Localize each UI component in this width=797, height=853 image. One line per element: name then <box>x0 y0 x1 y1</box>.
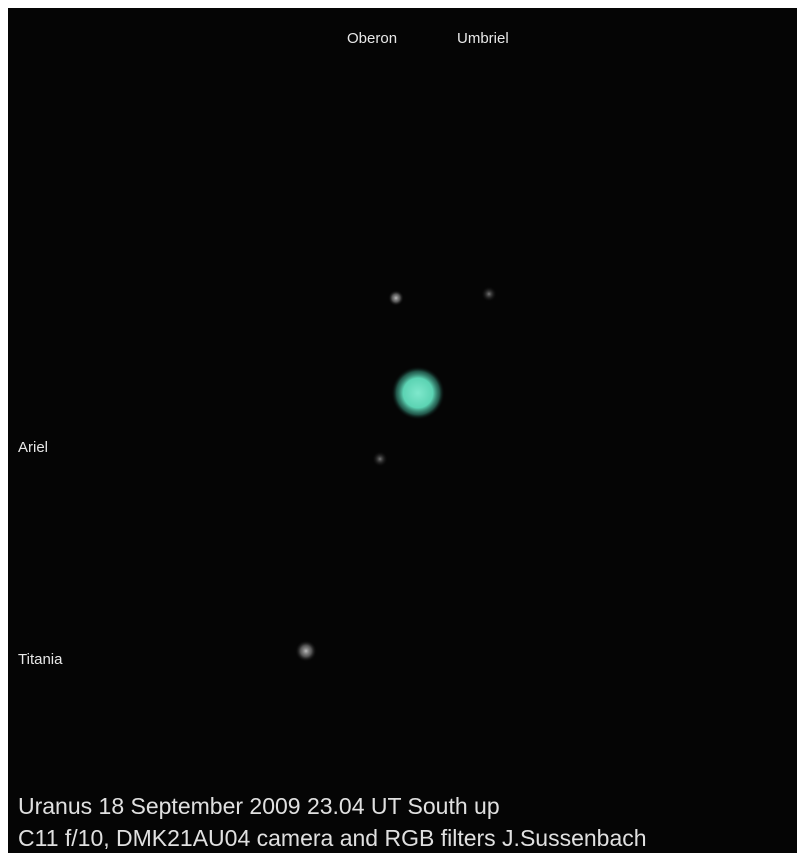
page: Oberon Umbriel Ariel Titania Uranus 18 S… <box>0 0 797 853</box>
moon-umbriel <box>481 286 497 302</box>
moon-label: Titania <box>18 651 63 668</box>
moon-label: Umbriel <box>457 30 509 47</box>
moon-label: Oberon <box>347 30 397 47</box>
caption-line: Uranus 18 September 2009 23.04 UT South … <box>18 793 500 819</box>
sky <box>8 8 797 853</box>
moon-titania <box>295 640 317 662</box>
uranus <box>391 366 445 420</box>
moon-label: Ariel <box>18 439 48 456</box>
caption-line: C11 f/10, DMK21AU04 camera and RGB filte… <box>18 825 647 851</box>
moon-ariel <box>372 451 388 467</box>
photo: Oberon Umbriel Ariel Titania Uranus 18 S… <box>0 0 797 853</box>
moon-oberon <box>388 290 404 306</box>
